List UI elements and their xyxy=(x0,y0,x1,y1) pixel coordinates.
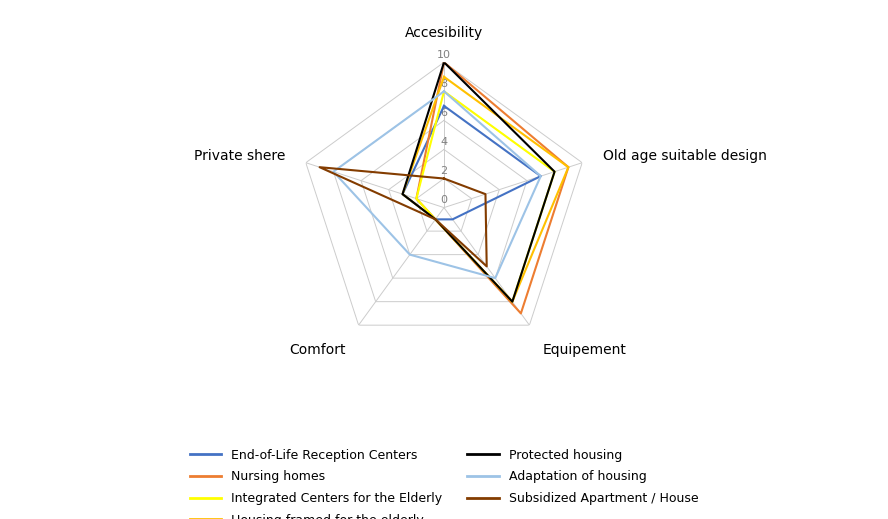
Text: 2: 2 xyxy=(440,167,448,176)
Text: Accesibility: Accesibility xyxy=(405,26,483,40)
Text: Private shere: Private shere xyxy=(194,149,285,163)
Text: 0: 0 xyxy=(440,196,448,206)
Text: Equipement: Equipement xyxy=(543,343,626,357)
Text: 8: 8 xyxy=(440,79,448,89)
Text: Comfort: Comfort xyxy=(289,343,345,357)
Text: 10: 10 xyxy=(437,50,451,60)
Text: 6: 6 xyxy=(440,108,448,118)
Text: Old age suitable design: Old age suitable design xyxy=(603,149,767,163)
Text: 4: 4 xyxy=(440,138,448,147)
Legend: End-of-Life Reception Centers, Nursing homes, Integrated Centers for the Elderly: End-of-Life Reception Centers, Nursing h… xyxy=(190,448,698,519)
